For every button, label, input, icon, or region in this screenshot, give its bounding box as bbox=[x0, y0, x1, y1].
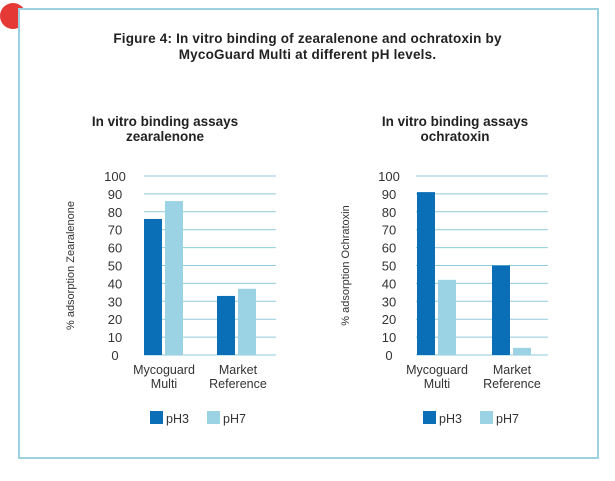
chart-title-line-2: ochratoxin bbox=[420, 129, 489, 144]
bar-ph7-2 bbox=[238, 288, 256, 355]
legend-swatch-ph7 bbox=[480, 411, 493, 424]
category-label: Market bbox=[493, 363, 532, 377]
y-axis-label: % adsorption Ochratoxin bbox=[340, 205, 352, 325]
y-tick-label: 50 bbox=[382, 259, 396, 274]
bar-ph3-2 bbox=[492, 265, 510, 355]
y-tick-label: 10 bbox=[382, 330, 396, 345]
chart-title-line-2: zearalenone bbox=[126, 129, 205, 144]
legend-swatch-ph3 bbox=[423, 411, 436, 424]
category-label: Mycoguard bbox=[133, 363, 195, 377]
y-tick-label: 40 bbox=[382, 276, 396, 291]
bar-ph7-1 bbox=[438, 279, 456, 355]
y-axis-label: % adsorption Zearalenone bbox=[65, 201, 77, 330]
bar-ph7-2 bbox=[513, 347, 531, 355]
chart-title-line-1: In vitro binding assays bbox=[92, 114, 238, 129]
y-tick-label: 30 bbox=[108, 294, 122, 309]
legend-label-ph3: pH3 bbox=[166, 412, 189, 426]
y-tick-label: 60 bbox=[382, 241, 396, 256]
y-tick-label: 30 bbox=[382, 294, 396, 309]
y-tick-label: 70 bbox=[108, 223, 122, 238]
y-tick-label: 20 bbox=[382, 312, 396, 327]
bar-ph3-2 bbox=[217, 295, 235, 355]
figure-title: Figure 4: In vitro binding of zearalenon… bbox=[0, 31, 615, 63]
y-tick-label: 40 bbox=[108, 276, 122, 291]
figure-card bbox=[18, 8, 599, 459]
figure-title-line-2: MycoGuard Multi at different pH levels. bbox=[178, 47, 437, 62]
y-tick-label: 90 bbox=[382, 187, 396, 202]
category-label: Market bbox=[219, 363, 258, 377]
y-tick-label: 0 bbox=[385, 348, 392, 363]
y-tick-label: 60 bbox=[108, 241, 122, 256]
bar-ph7-1 bbox=[165, 201, 183, 355]
legend-swatch-ph3 bbox=[150, 411, 163, 424]
y-tick-label: 100 bbox=[104, 169, 126, 184]
y-tick-label: 0 bbox=[111, 348, 118, 363]
category-label: Multi bbox=[424, 377, 450, 391]
y-tick-label: 100 bbox=[378, 169, 400, 184]
y-tick-label: 80 bbox=[382, 205, 396, 220]
category-label: Reference bbox=[483, 377, 541, 391]
legend-label-ph3: pH3 bbox=[439, 412, 462, 426]
legend-swatch-ph7 bbox=[207, 411, 220, 424]
y-tick-label: 20 bbox=[108, 312, 122, 327]
y-tick-label: 80 bbox=[108, 205, 122, 220]
category-label: Mycoguard bbox=[406, 363, 468, 377]
chart-title-line-1: In vitro binding assays bbox=[382, 114, 528, 129]
category-label: Multi bbox=[151, 377, 177, 391]
y-tick-label: 10 bbox=[108, 330, 122, 345]
bar-ph3-1 bbox=[417, 192, 435, 355]
y-tick-label: 70 bbox=[382, 223, 396, 238]
y-tick-label: 90 bbox=[108, 187, 122, 202]
legend-label-ph7: pH7 bbox=[223, 412, 246, 426]
figure-title-line-1: Figure 4: In vitro binding of zearalenon… bbox=[113, 31, 502, 46]
legend-label-ph7: pH7 bbox=[496, 412, 519, 426]
bar-ph3-1 bbox=[144, 218, 162, 355]
y-tick-label: 50 bbox=[108, 259, 122, 274]
category-label: Reference bbox=[209, 377, 267, 391]
